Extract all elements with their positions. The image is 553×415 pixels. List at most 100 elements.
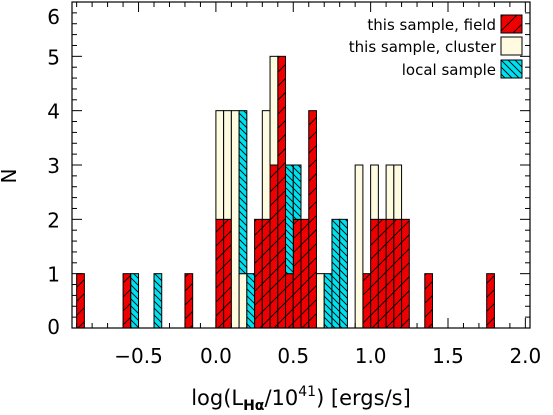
x-axis-label-superscript: 41 xyxy=(298,384,316,400)
bar-hatch xyxy=(293,219,301,328)
bar-outline xyxy=(238,110,248,275)
bar-hatch xyxy=(339,219,348,328)
bar-hatch xyxy=(262,219,271,328)
bar-hatch xyxy=(154,273,162,328)
x-axis-label-suffix: ) [ergs/s] xyxy=(316,386,411,410)
bar-outline xyxy=(269,55,279,166)
x-tick-label: 0.0 xyxy=(200,344,232,368)
bar-this-sample-field xyxy=(377,218,387,329)
bar-this-sample-field xyxy=(362,273,372,329)
bar-hatch xyxy=(401,219,410,328)
bar-outline xyxy=(393,164,403,220)
bar-hatch xyxy=(378,219,387,328)
y-axis-label: N xyxy=(0,169,21,184)
x-tick-label: 1.0 xyxy=(355,344,387,368)
bar-this-sample-field xyxy=(285,273,294,329)
x-axis-label-middle: /10 xyxy=(264,386,298,410)
bar-this-sample-field xyxy=(370,218,379,329)
bar-this-sample-cluster xyxy=(370,164,379,220)
x-axis-label: log(LHα/1041) [ergs/s] xyxy=(191,384,411,414)
bar-fill xyxy=(370,165,379,220)
legend-swatch xyxy=(501,37,522,55)
bar-this-sample-field xyxy=(393,218,403,329)
bar-local-sample xyxy=(331,218,341,329)
legend-item-local-sample: local sample xyxy=(402,59,523,79)
bar-local-sample xyxy=(339,218,348,329)
bar-this-sample-cluster xyxy=(385,164,395,220)
x-tick-label: 0.5 xyxy=(277,344,309,368)
bar-fill xyxy=(355,165,363,328)
bar-this-sample-field xyxy=(184,273,194,329)
bar-hatch xyxy=(215,219,224,328)
legend-label: local sample xyxy=(402,61,496,79)
bar-hatch xyxy=(293,165,301,220)
bar-this-sample-field xyxy=(254,218,263,329)
labels-layer: −0.5 0.0 0.5 1.0 1.5 2.0 0 1 2 3 4 5 6 xyxy=(47,5,541,368)
bar-fill xyxy=(239,273,247,328)
bar-hatch xyxy=(324,273,332,328)
bar-this-sample-field xyxy=(76,273,85,329)
bar-hatch xyxy=(277,56,286,328)
bar-hatch xyxy=(393,219,402,328)
y-tick-label: 0 xyxy=(47,315,60,339)
bar-this-sample-field xyxy=(385,218,395,329)
bar-local-sample xyxy=(238,110,248,275)
legend-swatch-hatch xyxy=(501,15,522,33)
bar-this-sample-cluster xyxy=(315,273,325,329)
bar-fill xyxy=(270,56,278,166)
bar-this-sample-field xyxy=(486,273,495,329)
bar-local-sample xyxy=(130,273,140,329)
bar-hatch xyxy=(123,273,131,328)
legend-label: this sample, field xyxy=(367,16,496,34)
bar-this-sample-cluster xyxy=(215,110,225,220)
bar-this-sample-field xyxy=(269,164,279,329)
bar-outline xyxy=(370,164,379,220)
legend-item-this-sample-cluster: this sample, cluster xyxy=(349,36,523,56)
legend-swatch-outline xyxy=(500,14,523,34)
bar-this-sample-cluster xyxy=(230,110,240,329)
bar-this-sample-field xyxy=(424,273,434,329)
bar-hatch xyxy=(424,273,433,328)
bar-fill xyxy=(223,110,232,220)
bar-hatch xyxy=(362,273,371,328)
legend-swatch-outline xyxy=(500,36,523,56)
bar-hatch xyxy=(285,165,294,274)
x-axis-label-prefix: log(L xyxy=(191,386,243,410)
bar-this-sample-field xyxy=(300,218,310,329)
bar-this-sample-cluster xyxy=(269,55,279,166)
bar-hatch xyxy=(239,110,247,274)
bar-hatch xyxy=(76,273,85,328)
x-tick-label: −0.5 xyxy=(114,344,163,368)
bar-hatch xyxy=(301,219,309,328)
bar-local-sample xyxy=(323,273,333,329)
y-tick-label: 6 xyxy=(47,5,60,29)
bar-this-sample-field xyxy=(261,218,271,329)
bar-fill xyxy=(316,273,325,328)
bar-hatch xyxy=(254,219,263,328)
bar-fill xyxy=(215,110,224,220)
bar-fill xyxy=(393,165,402,220)
bar-this-sample-field xyxy=(215,218,225,329)
legend-item-this-sample-field: this sample, field xyxy=(367,14,523,34)
bar-this-sample-field xyxy=(277,55,287,329)
bar-hatch xyxy=(184,273,193,328)
bar-hatch xyxy=(386,219,394,328)
bar-this-sample-field xyxy=(292,218,302,329)
bar-hatch xyxy=(331,219,340,328)
bar-hatch xyxy=(130,273,139,328)
bar-hatch xyxy=(246,273,255,328)
bar-this-sample-cluster xyxy=(354,164,364,329)
x-tick-label: 2.0 xyxy=(509,344,541,368)
y-tick-label: 5 xyxy=(47,45,60,69)
bar-this-sample-cluster xyxy=(223,110,232,220)
bar-this-sample-cluster xyxy=(261,110,271,220)
bar-fill xyxy=(386,165,394,220)
legend-label: this sample, cluster xyxy=(349,38,497,56)
bar-this-sample-field xyxy=(223,218,232,329)
ticks-layer xyxy=(72,1,530,329)
bar-hatch xyxy=(370,219,379,328)
x-axis-label-subscript: Hα xyxy=(243,398,265,414)
bar-local-sample xyxy=(246,273,256,329)
bar-hatch xyxy=(270,165,278,328)
